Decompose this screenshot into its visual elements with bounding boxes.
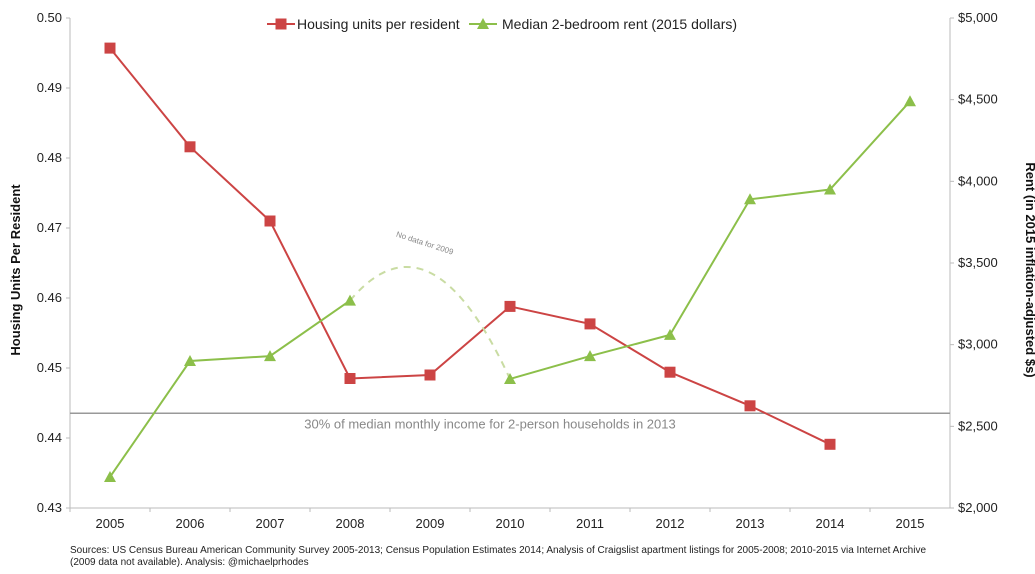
marker-median-rent	[264, 350, 276, 362]
marker-housing-units	[424, 369, 436, 381]
marker-median-rent	[664, 328, 676, 340]
right-tick-label: $3,500	[958, 255, 998, 270]
chart: 0.430.440.450.460.470.480.490.50 $2,000$…	[8, 10, 1035, 531]
reference-line-label: 30% of median monthly income for 2-perso…	[304, 416, 675, 431]
legend-marker-housing-units	[275, 18, 287, 30]
left-tick-label: 0.47	[37, 220, 62, 235]
source-line-2: (2009 data not available). Analysis: @mi…	[70, 557, 309, 568]
marker-housing-units	[824, 438, 836, 450]
series-line-median-rent	[109, 299, 351, 478]
x-tick-label: 2009	[416, 516, 445, 531]
marker-housing-units	[584, 318, 596, 330]
source-note: Sources: US Census Bureau American Commu…	[70, 545, 1010, 569]
left-tick-label: 0.50	[37, 10, 62, 25]
marker-median-rent	[744, 193, 756, 205]
x-tick-label: 2014	[816, 516, 845, 531]
x-tick-label: 2010	[496, 516, 525, 531]
left-tick-label: 0.44	[37, 430, 62, 445]
marker-median-rent	[584, 350, 596, 362]
marker-housing-units	[344, 373, 356, 384]
marker-median-rent	[824, 183, 836, 195]
marker-housing-units	[104, 42, 116, 54]
marker-housing-units	[184, 141, 196, 153]
marker-median-rent	[104, 470, 116, 482]
x-tick-label: 2012	[656, 516, 685, 531]
gap-annotation: No data for 2009	[395, 230, 455, 257]
legend-label-median-rent: Median 2-bedroom rent (2015 dollars)	[502, 16, 737, 32]
right-axis-title: Rent (in 2015 inflation-adjusted $s)	[1023, 162, 1035, 377]
left-tick-label: 0.46	[37, 290, 62, 305]
x-tick-label: 2007	[256, 516, 285, 531]
left-tick-label: 0.45	[37, 360, 62, 375]
legend: Housing units per resident Median 2-bedro…	[267, 16, 737, 32]
right-tick-label: $4,000	[958, 173, 998, 188]
series-line-median-rent	[509, 100, 911, 380]
x-tick-label: 2005	[96, 516, 125, 531]
marker-housing-units	[744, 400, 756, 412]
right-tick-label: $2,500	[958, 418, 998, 433]
marker-housing-units	[664, 366, 676, 378]
left-axis: 0.43 0.44 0.45 0.46 0.47 0.48 0.49 0.50	[37, 10, 71, 515]
left-axis-title: Housing Units Per Resident	[8, 184, 23, 356]
marker-housing-units	[264, 215, 276, 227]
right-tick-label: $4,500	[958, 92, 998, 107]
marker-housing-units	[504, 300, 516, 312]
marker-median-rent	[904, 95, 916, 107]
series-line-housing-units	[109, 47, 831, 446]
right-axis: $2,000 $2,500 $3,000 $3,500 $4,000 $4,500 $5,0…	[949, 10, 998, 515]
x-axis: 2005 2006 2007 2008 2009 2010 2011 2012 2013 2014…	[69, 507, 950, 531]
legend-marker-median-rent	[477, 18, 489, 29]
x-tick-label: 2008	[336, 516, 365, 531]
left-tick-label: 0.49	[37, 80, 62, 95]
left-tick-label: 0.43	[37, 500, 62, 515]
right-tick-label: $5,000	[958, 10, 998, 25]
x-tick-label: 2013	[736, 516, 765, 531]
reference-line-group: 30% of median monthly income for 2-perso…	[70, 412, 950, 431]
marker-median-rent	[504, 372, 516, 384]
legend-label-housing-units: Housing units per resident	[297, 16, 460, 32]
x-tick-label: 2015	[896, 516, 925, 531]
left-tick-label: 0.48	[37, 150, 62, 165]
x-tick-label: 2006	[176, 516, 205, 531]
right-tick-label: $3,000	[958, 337, 998, 352]
marker-median-rent	[184, 355, 196, 366]
gap-dashed-curve	[349, 265, 511, 380]
source-line-1: Sources: US Census Bureau American Commu…	[70, 545, 927, 556]
marker-median-rent	[344, 294, 356, 306]
x-tick-label: 2011	[576, 516, 604, 531]
right-tick-label: $2,000	[958, 500, 998, 515]
